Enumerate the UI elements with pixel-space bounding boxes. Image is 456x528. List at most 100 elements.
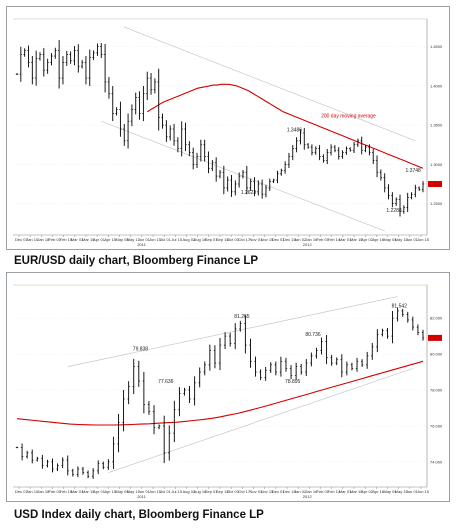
price-bar xyxy=(107,76,111,99)
trend-channel-line xyxy=(67,296,398,367)
x-tick-label: May 15 xyxy=(395,237,409,242)
price-bar xyxy=(103,43,107,93)
price-bar xyxy=(34,50,38,86)
price-bar xyxy=(84,55,88,85)
price-bar xyxy=(162,415,166,464)
year-label: 2012 xyxy=(303,242,313,247)
price-bar xyxy=(379,169,383,181)
data-annotation: 1.3486 xyxy=(287,127,303,133)
price-bar xyxy=(20,443,24,461)
x-tick-label: Feb 14 xyxy=(328,489,341,494)
price-bar xyxy=(274,361,278,376)
price-bar xyxy=(51,458,54,473)
price-bar xyxy=(31,449,34,464)
price-bar xyxy=(203,361,206,376)
price-bar xyxy=(15,446,19,449)
price-bar xyxy=(234,180,237,196)
price-bar xyxy=(86,470,90,479)
price-bar xyxy=(157,68,160,131)
price-bar xyxy=(191,147,195,170)
y-tick-label: 76.000 xyxy=(430,423,443,428)
last-price-tag xyxy=(428,334,442,341)
price-bar xyxy=(198,367,201,388)
x-tick-label: Sep 01 xyxy=(205,237,218,242)
x-tick-label: May 01 xyxy=(384,489,398,494)
price-bar xyxy=(276,170,279,184)
price-bar xyxy=(46,58,49,74)
trend-channel-line xyxy=(124,26,416,142)
price-bar xyxy=(320,337,323,355)
x-tick-label: Jan 10 xyxy=(26,237,39,242)
price-bar xyxy=(195,152,199,168)
price-bar xyxy=(341,150,344,159)
price-bar xyxy=(50,52,53,66)
price-bar xyxy=(157,424,161,430)
x-tick-label: Jul 01 xyxy=(160,237,171,242)
x-tick-label: Nov 01 xyxy=(250,237,263,242)
price-bar xyxy=(314,146,317,155)
price-bar xyxy=(226,176,229,192)
price-bar xyxy=(123,124,126,146)
price-bar xyxy=(372,148,375,165)
x-tick-label: Jan 02 xyxy=(294,237,307,242)
x-tick-label: Apr 01 xyxy=(93,237,106,242)
x-tick-label: Mar 01 xyxy=(71,489,84,494)
x-tick-label: Jun 15 xyxy=(149,489,162,494)
price-bar xyxy=(97,460,100,475)
data-annotation: 79.838 xyxy=(133,346,149,352)
data-annotation: 1.2623 xyxy=(241,190,257,196)
x-tick-label: Apr 01 xyxy=(93,489,106,494)
x-tick-label: Dec 07 xyxy=(15,237,28,242)
price-bar xyxy=(268,178,271,191)
x-tick-label: Oct 17 xyxy=(238,489,251,494)
x-tick-label: Dec 15 xyxy=(283,489,296,494)
price-bar xyxy=(169,125,172,141)
price-bar xyxy=(213,345,217,369)
price-bar xyxy=(46,459,49,468)
price-bar xyxy=(280,168,283,176)
data-annotation: 78.895 xyxy=(285,379,301,385)
price-bar xyxy=(345,361,349,376)
price-bar xyxy=(92,50,95,61)
year-label: 2011 xyxy=(137,242,146,247)
data-annotation: 1.3748 xyxy=(406,168,422,174)
price-bar xyxy=(223,332,227,350)
price-bar xyxy=(127,381,130,405)
price-bar xyxy=(81,466,85,475)
price-bar xyxy=(345,146,348,155)
price-bar xyxy=(218,337,222,371)
price-bar xyxy=(208,344,212,371)
price-bar xyxy=(305,359,308,376)
price-bar xyxy=(315,347,318,359)
price-bar xyxy=(295,137,298,153)
price-bar xyxy=(245,165,249,195)
x-tick-label: Sep 01 xyxy=(205,489,218,494)
price-bar xyxy=(146,71,149,101)
price-bar xyxy=(112,436,115,469)
price-bar xyxy=(147,401,151,415)
price-bar xyxy=(15,73,19,75)
price-bar xyxy=(188,141,191,157)
price-bar xyxy=(102,461,105,470)
x-tick-label: Apr 02 xyxy=(361,489,374,494)
price-bar xyxy=(264,366,267,381)
price-bar xyxy=(260,179,264,199)
x-tick-label: Nov 15 xyxy=(261,489,274,494)
y-tick-label: 1.3000 xyxy=(430,162,443,167)
price-bar xyxy=(417,186,421,191)
x-tick-label: Jul 15 xyxy=(171,489,182,494)
x-tick-label: May 17 xyxy=(127,237,141,242)
price-bar xyxy=(322,154,325,163)
price-bar xyxy=(61,457,64,469)
price-bar xyxy=(111,85,114,122)
price-bar xyxy=(387,184,390,200)
price-bar xyxy=(117,413,120,453)
price-bar xyxy=(100,43,103,59)
y-tick-label: 74.000 xyxy=(430,459,443,464)
x-tick-label: Mar 01 xyxy=(71,237,84,242)
x-tick-label: Mar 15 xyxy=(82,237,95,242)
price-bar xyxy=(57,40,61,89)
price-bar xyxy=(398,194,402,217)
x-tick-label: May 17 xyxy=(127,489,141,494)
data-annotation: 1.2288 xyxy=(386,208,402,214)
